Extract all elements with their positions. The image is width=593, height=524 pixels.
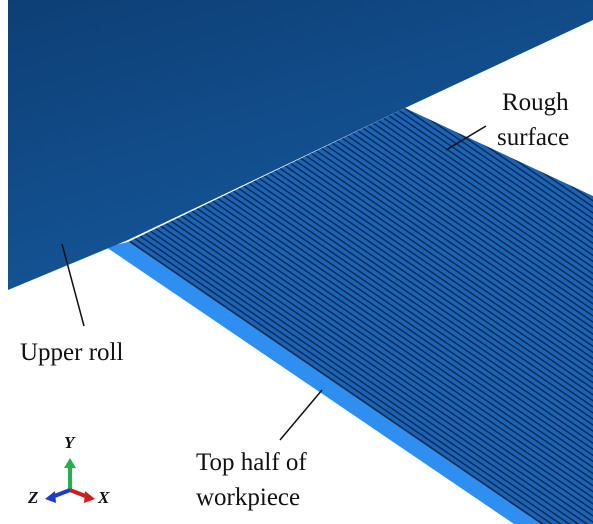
label: Upper roll <box>20 339 123 366</box>
label: surface <box>497 124 569 151</box>
axis-label: Z <box>27 488 38 507</box>
figure: Rough surface Upper roll Top half of wor… <box>0 0 593 524</box>
label: Top half of <box>196 449 307 476</box>
axis-triad: Y Z X <box>27 433 110 507</box>
axis-label: Y <box>64 433 76 452</box>
label: Rough <box>502 89 569 116</box>
leader-line <box>280 390 322 440</box>
label: workpiece <box>196 484 300 511</box>
axis-label: X <box>97 488 110 507</box>
